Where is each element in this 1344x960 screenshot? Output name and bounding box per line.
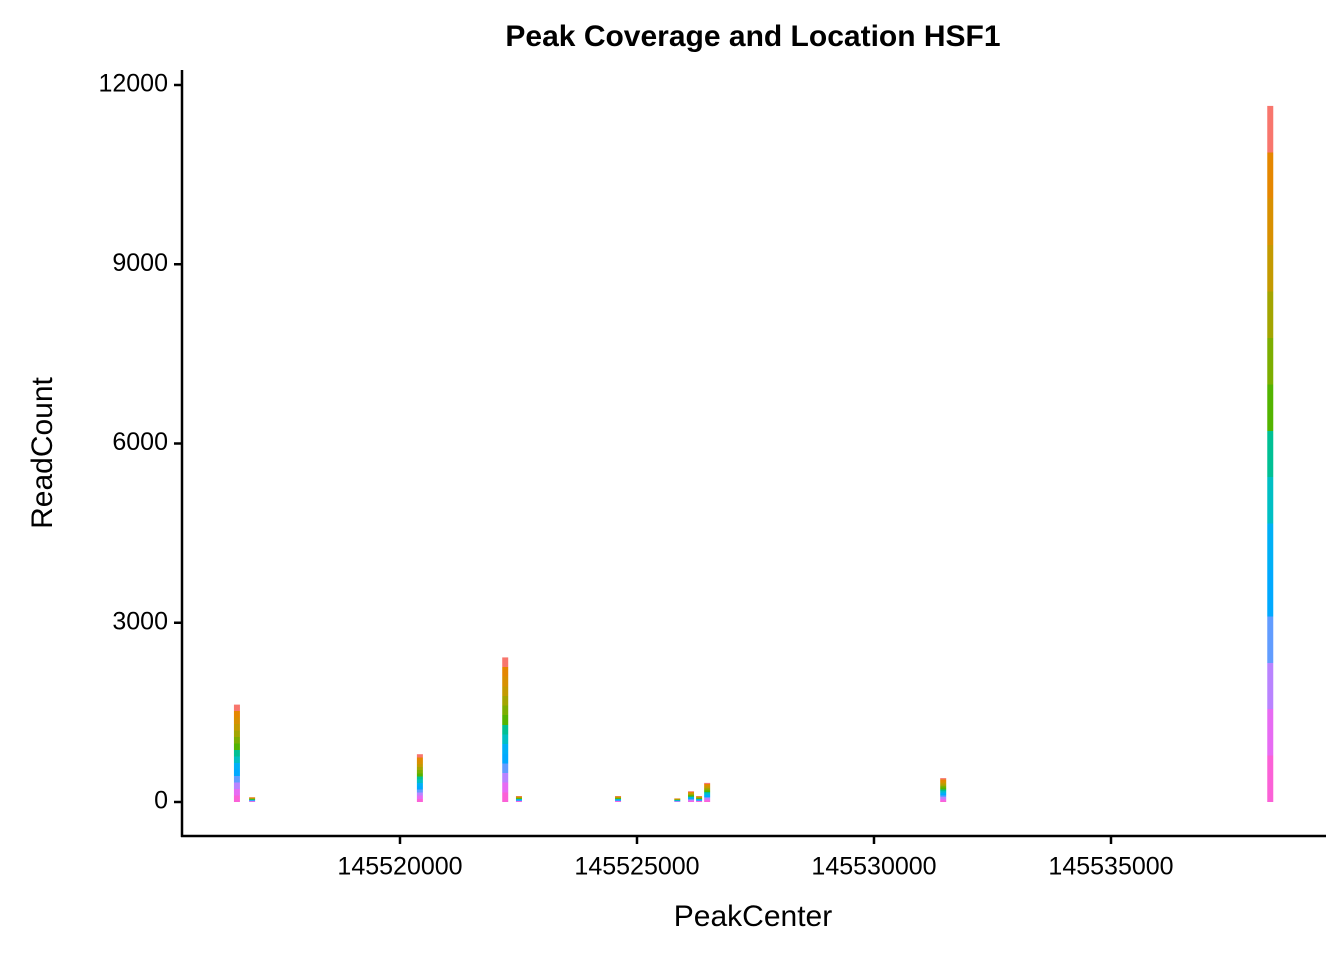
bar — [688, 791, 695, 803]
y-tick-label: 3000 — [112, 607, 168, 635]
y-tick-label: 9000 — [112, 249, 168, 277]
bar — [416, 754, 423, 803]
x-tick-label: 145535000 — [1048, 853, 1173, 881]
y-tick-label: 12000 — [98, 70, 168, 98]
x-tick-label: 145530000 — [811, 853, 936, 881]
bar — [696, 796, 703, 803]
bar — [233, 704, 240, 803]
bar — [704, 782, 711, 803]
bar — [502, 657, 509, 803]
bar — [515, 796, 522, 803]
bar — [615, 796, 622, 803]
x-tick-label: 145520000 — [337, 853, 462, 881]
x-axis-title: PeakCenter — [674, 900, 832, 933]
y-tick-label: 6000 — [112, 428, 168, 456]
bar — [940, 778, 947, 803]
bar — [249, 797, 256, 803]
bar — [1267, 105, 1274, 803]
chart-title: Peak Coverage and Location HSF1 — [505, 20, 1000, 53]
y-axis-title: ReadCount — [26, 376, 59, 528]
bar — [674, 798, 681, 803]
y-tick-label: 0 — [154, 787, 168, 815]
x-tick-label: 145525000 — [574, 853, 699, 881]
